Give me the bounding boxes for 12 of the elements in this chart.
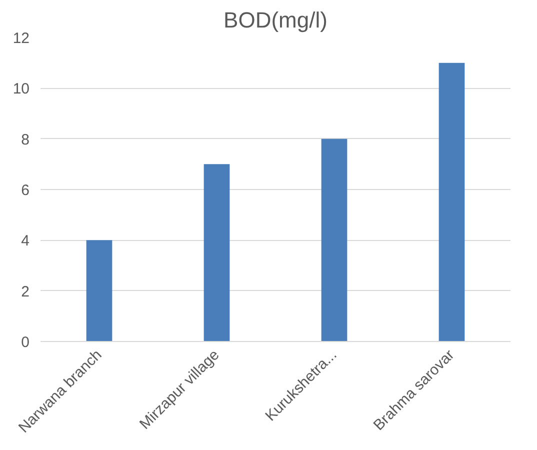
y-tick-label: 6: [21, 182, 30, 199]
bar: [321, 138, 348, 342]
y-tick-label: 2: [21, 283, 30, 300]
y-tick-label: 4: [21, 232, 30, 250]
bar: [86, 240, 112, 342]
bar: [204, 164, 230, 342]
y-tick-label: 10: [12, 80, 30, 98]
bar: [438, 62, 465, 342]
chart-title: BOD(mg/l): [224, 8, 328, 32]
y-tick-label: 0: [21, 334, 30, 351]
y-tick-label: 8: [21, 131, 30, 148]
y-tick-label: 12: [12, 30, 30, 47]
